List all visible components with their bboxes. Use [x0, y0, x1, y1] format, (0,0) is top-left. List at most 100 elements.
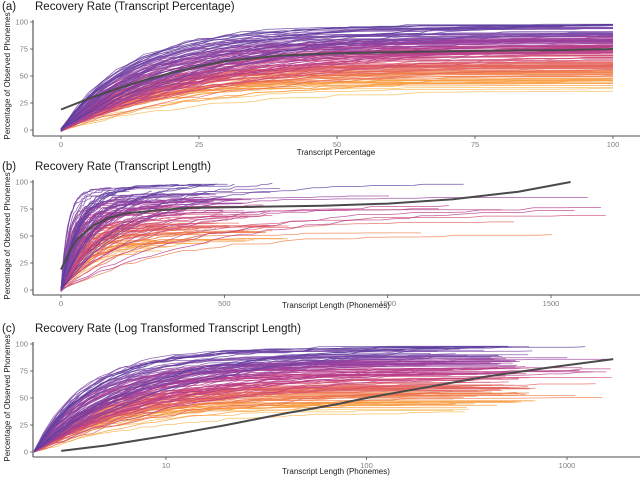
- panel-tag: (a): [2, 1, 16, 13]
- recovery-trace: [60, 210, 224, 291]
- recovery-trace: [60, 221, 515, 292]
- recovery-trace: [60, 205, 449, 291]
- x-tick-label: 1500: [543, 299, 560, 308]
- x-tick-label: 25: [195, 140, 203, 149]
- y-axis-title: Percentage of Observed Phonemes: [3, 12, 12, 139]
- panel-title: Recovery Rate (Transcript Percentage): [35, 1, 235, 13]
- recovery-trace: [60, 183, 228, 291]
- recovery-trace: [60, 39, 613, 130]
- recovery-trace: [34, 379, 413, 451]
- recovery-trace: [33, 350, 533, 453]
- recovery-trace: [60, 28, 613, 132]
- recovery-trace: [33, 373, 491, 453]
- recovery-trace: [60, 31, 613, 132]
- y-tick-label: 50: [20, 232, 28, 241]
- recovery-trace: [60, 23, 613, 132]
- recovery-trace: [60, 183, 273, 290]
- panel-tag: (c): [2, 323, 16, 335]
- y-tick-label: 75: [20, 205, 28, 214]
- recovery-trace: [34, 401, 518, 452]
- recovery-trace: [33, 370, 580, 453]
- x-tick-label: 0: [59, 140, 63, 149]
- recovery-trace: [60, 24, 614, 130]
- panel-title: Recovery Rate (Log Transformed Transcrip…: [35, 323, 301, 335]
- recovery-trace: [60, 204, 264, 290]
- recovery-trace: [34, 381, 509, 451]
- recovery-trace: [60, 55, 613, 131]
- x-tick-label: 0: [59, 299, 63, 308]
- recovery-trace: [60, 24, 614, 130]
- recovery-trace: [60, 82, 613, 130]
- recovery-trace: [33, 357, 427, 453]
- x-axis-title: Transcript Percentage: [297, 148, 376, 157]
- recovery-trace: [60, 74, 613, 129]
- recovery-trace: [60, 49, 613, 129]
- recovery-trace: [60, 184, 163, 292]
- y-tick-label: 50: [20, 394, 28, 403]
- recovery-trace: [60, 74, 614, 131]
- y-tick-label: 25: [20, 99, 28, 108]
- recovery-trace: [33, 346, 478, 452]
- recovery-trace: [60, 33, 614, 130]
- recovery-trace: [33, 356, 492, 452]
- recovery-trace: [60, 225, 289, 289]
- recovery-trace: [60, 199, 237, 292]
- recovery-trace: [33, 356, 491, 453]
- x-tick-label: 1000: [379, 299, 396, 308]
- recovery-trace: [33, 349, 406, 452]
- y-tick-label: 0: [24, 448, 28, 457]
- recovery-trace: [60, 194, 199, 291]
- y-tick-label: 50: [20, 72, 28, 81]
- recovery-trace: [60, 184, 179, 290]
- y-tick-label: 0: [24, 286, 28, 295]
- x-tick-label: 100: [360, 461, 373, 470]
- recovery-trace: [60, 24, 613, 130]
- recovery-trace: [60, 25, 614, 130]
- recovery-trace: [34, 371, 607, 453]
- y-axis-title: Percentage of Observed Phonemes: [3, 172, 12, 299]
- recovery-trace: [60, 199, 232, 290]
- recovery-trace: [34, 401, 522, 452]
- recovery-trace: [60, 230, 245, 290]
- recovery-trace: [60, 215, 606, 289]
- recovery-trace: [60, 219, 229, 290]
- recovery-trace: [60, 232, 421, 292]
- x-axis-title: Transcript Length (Phonemes): [282, 467, 390, 476]
- y-tick-label: 25: [20, 259, 28, 268]
- recovery-trace: [60, 45, 613, 129]
- x-tick-label: 75: [471, 140, 479, 149]
- recovery-trace: [60, 188, 135, 290]
- recovery-trace: [33, 360, 511, 452]
- y-axis-title: Percentage of Observed Phonemes: [3, 334, 12, 461]
- recovery-trace: [60, 183, 217, 292]
- recovery-trace: [60, 35, 614, 130]
- x-tick-label: 100: [607, 140, 620, 149]
- recovery-trace: [60, 56, 613, 130]
- recovery-trace: [60, 225, 230, 289]
- recovery-trace: [34, 402, 421, 452]
- x-axis-title: Transcript Length (Phonemes): [282, 301, 390, 310]
- recovery-trace: [60, 90, 613, 130]
- recovery-trace: [34, 411, 465, 452]
- panel-a: (a) Recovery Rate (Transcript Percentage)…: [2, 1, 640, 157]
- recovery-trace: [60, 31, 614, 130]
- y-tick-label: 25: [20, 421, 28, 430]
- recovery-trace: [33, 349, 404, 452]
- recovery-trace: [33, 346, 503, 452]
- recovery-trace: [33, 355, 411, 452]
- recovery-trace: [33, 378, 519, 453]
- recovery-trace: [60, 27, 613, 129]
- trace-group: [33, 345, 612, 453]
- x-tick-label: 1000: [559, 461, 576, 470]
- trend-line: [61, 358, 614, 452]
- y-tick-label: 100: [15, 18, 28, 27]
- x-tick-label: 10: [162, 461, 170, 470]
- recovery-trace: [60, 82, 613, 130]
- recovery-trace: [33, 345, 509, 452]
- recovery-trace: [60, 207, 601, 292]
- recovery-trace: [60, 46, 614, 129]
- recovery-trace: [60, 190, 152, 292]
- x-tick-label: 500: [218, 299, 231, 308]
- panel-title: Recovery Rate (Transcript Length): [35, 161, 211, 173]
- recovery-trace: [60, 208, 439, 291]
